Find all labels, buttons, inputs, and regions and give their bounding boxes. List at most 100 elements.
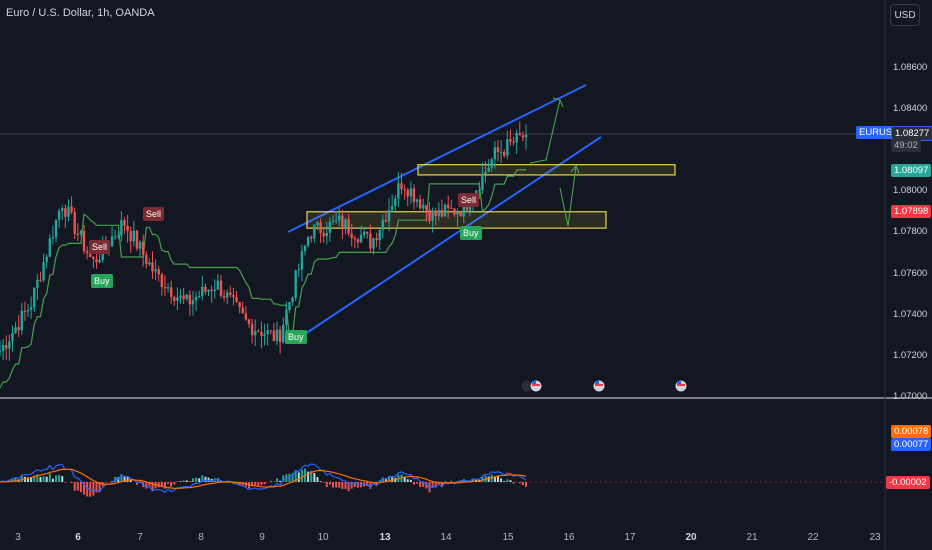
macd-histogram-bar	[73, 482, 76, 491]
macd-histogram-bar	[64, 482, 67, 483]
candle-body	[356, 239, 360, 243]
candle-body	[51, 237, 55, 239]
candle-body	[334, 220, 338, 222]
candle-body	[92, 256, 95, 260]
channel-upper-line	[287, 84, 587, 233]
macd-histogram-bar	[338, 482, 341, 488]
candle-body	[257, 331, 260, 333]
candle-body	[484, 171, 487, 175]
macd-histogram-bar	[210, 478, 213, 482]
time-axis-label: 23	[869, 532, 881, 543]
candle-body	[434, 210, 437, 217]
macd-histogram-bar	[30, 477, 33, 482]
candle-body	[285, 310, 288, 325]
candle-body	[42, 262, 45, 281]
candle-body	[493, 147, 497, 160]
candle-body	[397, 183, 400, 199]
macd-histogram-bar	[260, 482, 263, 486]
candle-body	[222, 296, 226, 298]
candle-body	[169, 287, 173, 298]
candle-body	[54, 219, 58, 238]
flag-canton	[595, 381, 599, 384]
trailing-stop-line	[0, 169, 526, 389]
macd-histogram-bar	[521, 482, 524, 486]
macd-histogram-bar	[135, 482, 138, 485]
macd-histogram-bar	[419, 482, 422, 488]
macd-histogram-bar	[344, 482, 347, 489]
candle-body	[512, 141, 515, 143]
macd-histogram-bar	[45, 476, 48, 482]
macd-histogram-bar	[428, 482, 431, 493]
currency-button[interactable]: USD	[890, 4, 920, 26]
macd-histogram-bar	[23, 476, 26, 482]
candle-body	[210, 289, 213, 292]
macd-histogram-bar	[173, 482, 176, 485]
projection-arrow-up	[529, 99, 561, 164]
macd-histogram-bar	[509, 480, 512, 482]
candle-body	[45, 256, 48, 263]
candle-body	[207, 289, 210, 292]
macd-histogram-bar	[440, 482, 443, 487]
time-axis-label: 16	[563, 532, 575, 543]
macd-histogram-bar	[300, 469, 303, 482]
candle-body	[294, 270, 297, 298]
macd-histogram-bar	[400, 474, 403, 482]
macd-histogram-bar	[503, 481, 506, 482]
candle-body	[328, 221, 332, 233]
macd-histogram-bar	[123, 476, 126, 482]
candle-body	[70, 206, 73, 213]
macd-histogram-bar	[55, 475, 58, 482]
candle-body	[303, 245, 307, 252]
candle-body	[8, 341, 11, 349]
candle-body	[166, 287, 170, 289]
candle-body	[120, 220, 123, 236]
buy-signal: Buy	[460, 226, 482, 240]
candle-body	[347, 219, 350, 234]
macd-histogram-bar	[325, 482, 328, 487]
symbol-tag: EURUSD	[856, 126, 903, 139]
candle-body	[117, 235, 120, 237]
macd-histogram-bar	[481, 476, 484, 482]
candle-body	[359, 235, 363, 243]
macd-histogram-bar	[185, 480, 188, 482]
candle-body	[478, 190, 481, 192]
arrow-head	[570, 165, 580, 174]
macd-histogram-bar	[512, 482, 515, 484]
macd-histogram-bar	[487, 476, 490, 482]
candle-body	[400, 183, 403, 190]
macd-histogram-bar	[434, 482, 437, 488]
candle-body	[141, 241, 145, 255]
candle-body	[173, 297, 176, 301]
macd-histogram-bar	[496, 476, 499, 482]
candle-body	[481, 174, 484, 191]
candle-body	[82, 230, 86, 252]
projection-arrow-bounce	[559, 165, 577, 227]
candle-body	[188, 294, 192, 305]
macd-histogram-bar	[61, 476, 64, 482]
red-level-tag: 1.07898	[891, 205, 932, 218]
macd-histogram-bar	[182, 480, 185, 482]
candle-body	[462, 200, 465, 217]
price-axis-label: 1.08600	[893, 62, 928, 73]
macd-histogram-bar	[204, 476, 207, 482]
candle-body	[135, 230, 139, 249]
candle-body	[331, 220, 335, 222]
zone-box	[417, 164, 676, 176]
candle-body	[67, 206, 70, 217]
candle-body	[521, 135, 525, 138]
candle-body	[297, 269, 300, 271]
economic-event-icons[interactable]	[520, 379, 688, 393]
candle-body	[300, 251, 304, 270]
time-axis-label: 14	[440, 532, 452, 543]
candle-body	[443, 204, 447, 217]
macd-histogram-bar	[198, 478, 201, 482]
price-axis-label: 1.07000	[893, 391, 928, 402]
candle-body	[179, 295, 182, 298]
candle-body	[263, 334, 266, 337]
candle-body	[247, 319, 251, 325]
time-axis-label: 9	[259, 532, 265, 543]
time-axis-label: 15	[502, 532, 514, 543]
macd-histogram-bar	[263, 482, 266, 485]
candle-body	[362, 231, 366, 236]
